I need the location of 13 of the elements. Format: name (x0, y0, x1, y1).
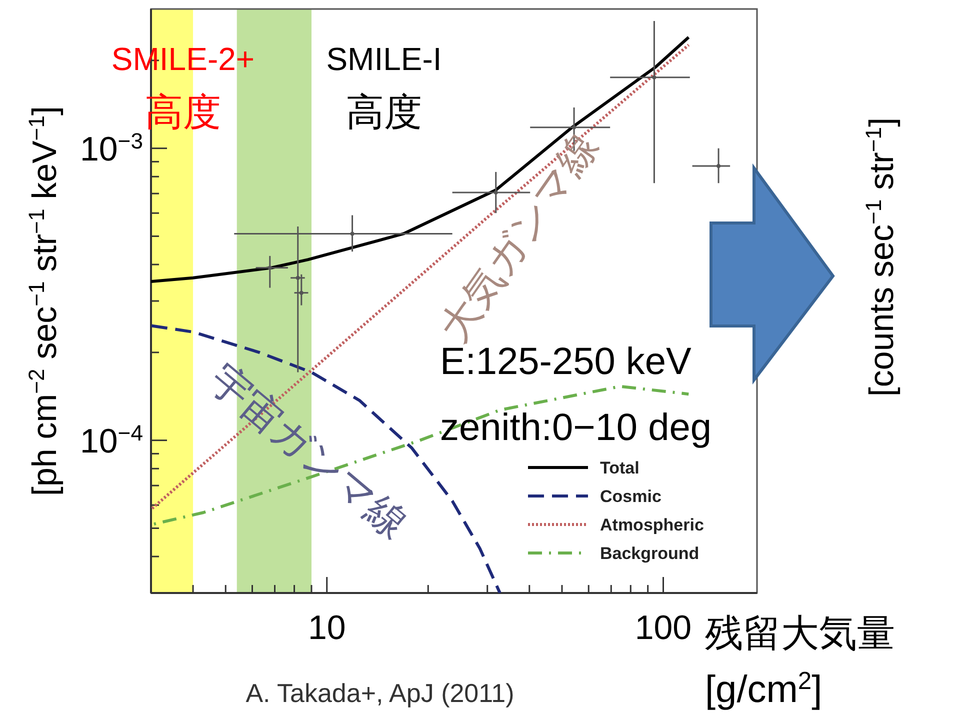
y-tick-label: 10$^{−3}$ (80, 128, 143, 168)
text: A. Takada+, ApJ (2011) (246, 678, 514, 708)
x-axis-title: 残留大気量 [g/cm$^{2}$] (705, 613, 895, 711)
y-tick-label: 10$^{−4}$ (80, 420, 143, 460)
x-tick-label: 100 (634, 609, 692, 647)
legend-label: Atmospheric (600, 516, 704, 534)
x-tick-label: 10 (308, 609, 346, 647)
legend-label: Total (600, 458, 640, 478)
legend-label: Background (600, 544, 700, 563)
annotation: zenith:0−10 deg (440, 407, 712, 449)
legend-label: Cosmic (600, 487, 662, 506)
band-label: SMILE-I 高度 (326, 41, 442, 134)
annotation: 宇宙ガンマ線 (201, 357, 416, 547)
